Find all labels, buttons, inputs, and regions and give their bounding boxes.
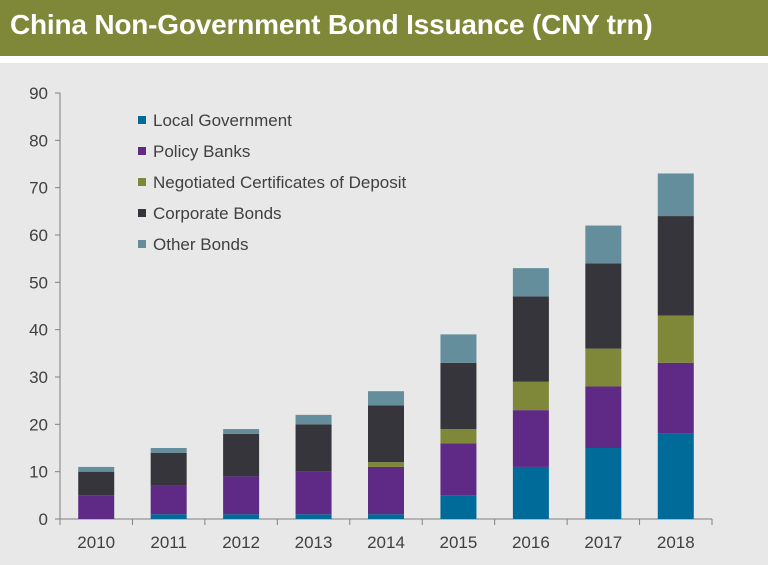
chart-area: 0 10 20 30 40 50 60 70 80 90 2010 2011 2012 2013 2014 2… (0, 63, 768, 565)
y-tick-label: 10 (29, 463, 48, 482)
y-tick-label: 90 (29, 84, 48, 103)
bar-policy-banks-2011 (150, 485, 187, 515)
y-tick-label: 0 (39, 510, 48, 529)
x-tick-label: 2017 (584, 533, 622, 552)
bar-other-bonds-2012 (223, 429, 260, 434)
legend-label: Negotiated Certificates of Deposit (153, 173, 407, 192)
y-tick-label: 20 (29, 415, 48, 434)
y-tick-label: 60 (29, 226, 48, 245)
legend-swatch (138, 209, 146, 217)
bar-policy-banks-2016 (512, 410, 549, 467)
x-tick-label: 2011 (150, 533, 187, 552)
bar-corporate-bonds-2010 (78, 471, 115, 496)
stacked-bar-chart: 0 10 20 30 40 50 60 70 80 90 2010 2011 2012 2013 2014 2… (29, 84, 713, 552)
bar-other-bonds-2010 (78, 466, 115, 472)
y-tick-label: 80 (29, 131, 48, 150)
bar-other-bonds-2014 (368, 391, 404, 406)
bar-local-government-2012 (223, 514, 260, 519)
bar-local-government-2011 (150, 514, 187, 519)
bar-local-government-2018 (657, 433, 694, 519)
bar-corporate-bonds-2015 (440, 362, 477, 430)
bar-local-government-2013 (295, 514, 332, 519)
legend-swatch (138, 240, 146, 248)
legend-swatch (138, 147, 146, 155)
bar-negotiated-certificates-of-deposit-2016 (512, 381, 549, 411)
title-bar: China Non-Government Bond Issuance (CNY … (0, 0, 768, 56)
bar-local-government-2016 (512, 466, 549, 519)
bar-policy-banks-2017 (585, 386, 622, 448)
bar-corporate-bonds-2014 (368, 405, 404, 463)
x-tick-label: 2018 (657, 533, 695, 552)
bar-corporate-bonds-2011 (150, 452, 187, 486)
y-tick-label: 30 (29, 368, 48, 387)
chart-title: China Non-Government Bond Issuance (CNY … (10, 9, 653, 40)
bar-local-government-2014 (368, 514, 404, 519)
legend-label: Local Government (153, 111, 292, 130)
bar-policy-banks-2010 (78, 495, 115, 519)
bar-corporate-bonds-2016 (512, 296, 549, 382)
y-tick-label: 40 (29, 321, 48, 340)
bar-local-government-2015 (440, 495, 477, 519)
bar-corporate-bonds-2013 (295, 424, 332, 472)
y-tick-label: 50 (29, 273, 48, 292)
bar-negotiated-certificates-of-deposit-2015 (440, 429, 477, 444)
bar-negotiated-certificates-of-deposit-2014 (368, 462, 404, 467)
x-tick-label: 2015 (440, 533, 478, 552)
bar-policy-banks-2012 (223, 476, 260, 515)
y-tick-label: 70 (29, 179, 48, 198)
bar-policy-banks-2014 (368, 466, 404, 515)
bar-local-government-2017 (585, 448, 622, 519)
bar-corporate-bonds-2017 (585, 263, 622, 349)
bar-other-bonds-2013 (295, 414, 332, 425)
bar-negotiated-certificates-of-deposit-2018 (657, 315, 694, 363)
bar-other-bonds-2016 (512, 268, 549, 297)
bar-other-bonds-2018 (657, 173, 694, 217)
bar-other-bonds-2017 (585, 225, 622, 264)
x-tick-label: 2014 (367, 533, 405, 552)
bar-negotiated-certificates-of-deposit-2017 (585, 348, 622, 387)
x-tick-label: 2010 (77, 533, 115, 552)
bar-policy-banks-2018 (657, 362, 694, 434)
bar-policy-banks-2013 (295, 471, 332, 515)
legend-swatch (138, 116, 146, 124)
x-tick-label: 2016 (512, 533, 550, 552)
bar-corporate-bonds-2012 (223, 433, 260, 477)
bar-corporate-bonds-2018 (657, 216, 694, 316)
bar-policy-banks-2015 (440, 443, 477, 496)
x-tick-label: 2012 (222, 533, 260, 552)
legend-label: Corporate Bonds (153, 204, 282, 223)
bar-other-bonds-2015 (440, 334, 477, 363)
x-tick-label: 2013 (295, 533, 333, 552)
bar-other-bonds-2011 (150, 448, 187, 453)
legend-label: Policy Banks (153, 142, 250, 161)
legend-label: Other Bonds (153, 235, 248, 254)
legend-swatch (138, 178, 146, 186)
